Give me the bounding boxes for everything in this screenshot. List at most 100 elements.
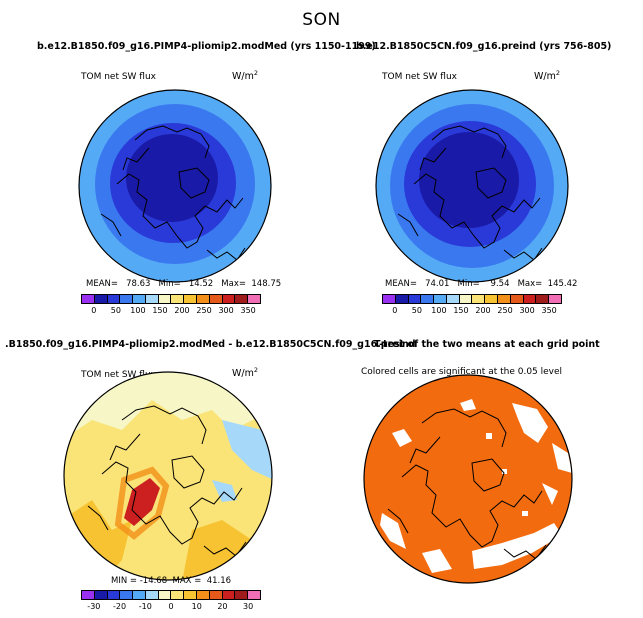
colorbar-swatch bbox=[235, 295, 249, 303]
panel-1-coastlines bbox=[100, 125, 246, 261]
colorbar-swatch bbox=[248, 591, 260, 599]
colorbar-tick-label: 0 bbox=[392, 306, 398, 315]
colorbar-swatch bbox=[408, 295, 422, 303]
colorbar-swatch bbox=[536, 295, 550, 303]
panel-3-stats: MIN = -14.68 MAX = 41.16 bbox=[111, 576, 232, 586]
panel-2-polar-map bbox=[375, 89, 569, 283]
panel-3-red-region bbox=[124, 478, 160, 526]
colorbar-swatch bbox=[133, 295, 146, 303]
colorbar-swatch bbox=[145, 295, 159, 303]
panel-1-colorbar-ticks: 0 50 100 150 200 250 300 350 bbox=[81, 304, 261, 315]
colorbar-tick-label: 50 bbox=[110, 306, 121, 315]
colorbar-tick-label: 20 bbox=[217, 602, 228, 611]
colorbar-tick-label: 250 bbox=[497, 306, 513, 315]
colorbar-swatch bbox=[107, 591, 121, 599]
colorbar-swatch bbox=[235, 591, 249, 599]
colorbar-swatch bbox=[523, 295, 537, 303]
colorbar-tick-label: 150 bbox=[453, 306, 469, 315]
colorbar-tick-label: 30 bbox=[243, 602, 254, 611]
panel-1-polar-map bbox=[78, 89, 272, 283]
panel-1-variable-label: TOM net SW flux bbox=[81, 72, 157, 82]
colorbar-tick-label: 50 bbox=[411, 306, 422, 315]
colorbar-tick-label: -30 bbox=[87, 602, 101, 611]
panel-3-units-label: W/m2 bbox=[232, 366, 258, 380]
panel-4-coastlines bbox=[387, 408, 547, 560]
panel-3-variable-label: TOM net SW flux bbox=[81, 370, 157, 380]
panel-3-title: .B1850.f09_g16.PIMP4-pliomip2.modMed - b… bbox=[5, 339, 416, 350]
colorbar-swatch bbox=[485, 295, 499, 303]
colorbar-swatch bbox=[82, 591, 95, 599]
colorbar-swatch bbox=[94, 591, 108, 599]
colorbar-swatch bbox=[107, 295, 121, 303]
colorbar-swatch bbox=[94, 295, 108, 303]
figure-title: SON bbox=[302, 10, 341, 30]
panel-3-blue-region bbox=[222, 420, 272, 480]
panel-3-orange-region-2 bbox=[182, 520, 272, 580]
colorbar-swatch bbox=[222, 295, 236, 303]
panel-3-colorbar-ticks: -30 -20 -10 0 10 20 30 bbox=[81, 600, 261, 611]
panel-3-colorbar: -30 -20 -10 0 10 20 30 bbox=[81, 590, 261, 611]
panel-2-title: b.e12.B1850C5CN.f09_g16.preind (yrs 756-… bbox=[356, 41, 612, 52]
panel-2-stats: MEAN= 74.01 Min= 9.54 Max= 145.42 bbox=[385, 279, 578, 289]
colorbar-tick-label: 300 bbox=[519, 306, 535, 315]
panel-2-units-label: W/m2 bbox=[534, 69, 560, 83]
colorbar-swatch bbox=[446, 295, 460, 303]
panel-4-polar-map bbox=[363, 374, 573, 584]
colorbar-swatch bbox=[158, 295, 172, 303]
colorbar-swatch bbox=[421, 295, 435, 303]
colorbar-swatch bbox=[197, 591, 210, 599]
panel-1-title: b.e12.B1850.f09_g16.PIMP4-pliomip2.modMe… bbox=[37, 41, 376, 52]
panel-2-variable-label: TOM net SW flux bbox=[382, 72, 458, 82]
colorbar-swatch bbox=[383, 295, 396, 303]
panel-4-nonsignificant-cells bbox=[380, 399, 572, 573]
colorbar-swatch bbox=[82, 295, 95, 303]
panel-3-light-region bbox=[64, 372, 272, 440]
colorbar-swatch bbox=[184, 295, 198, 303]
colorbar-swatch bbox=[184, 591, 198, 599]
colorbar-tick-label: 100 bbox=[431, 306, 447, 315]
colorbar-swatch bbox=[472, 295, 486, 303]
colorbar-swatch bbox=[171, 295, 185, 303]
colorbar-swatch bbox=[120, 591, 134, 599]
colorbar-swatch bbox=[222, 591, 236, 599]
panel-3-coastlines bbox=[87, 405, 247, 557]
colorbar-swatch bbox=[395, 295, 409, 303]
panel-3-polar-map bbox=[63, 371, 273, 581]
colorbar-swatch bbox=[133, 591, 146, 599]
panel-3-orange-halo bbox=[114, 466, 170, 540]
colorbar-tick-label: 250 bbox=[196, 306, 212, 315]
panel-2-coastlines bbox=[397, 125, 543, 261]
panel-3-colorbar-swatches bbox=[81, 590, 261, 600]
panel-3-blue-region-2 bbox=[212, 480, 237, 502]
colorbar-swatch bbox=[459, 295, 473, 303]
colorbar-swatch bbox=[145, 591, 159, 599]
colorbar-tick-label: -20 bbox=[113, 602, 127, 611]
panel-1-colorbar: 0 50 100 150 200 250 300 350 bbox=[81, 294, 261, 315]
panel-2-colorbar-ticks: 0 50 100 150 200 250 300 350 bbox=[382, 304, 562, 315]
panel-1-colorbar-swatches bbox=[81, 294, 261, 304]
panel-4-title: T-test of the two means at each grid poi… bbox=[374, 339, 600, 350]
colorbar-tick-label: 100 bbox=[130, 306, 146, 315]
colorbar-tick-label: 0 bbox=[168, 602, 174, 611]
colorbar-tick-label: 350 bbox=[541, 306, 557, 315]
colorbar-swatch bbox=[209, 295, 223, 303]
colorbar-swatch bbox=[549, 295, 561, 303]
panel-1-units-label: W/m2 bbox=[232, 69, 258, 83]
colorbar-swatch bbox=[158, 591, 172, 599]
colorbar-swatch bbox=[120, 295, 134, 303]
colorbar-swatch bbox=[248, 295, 260, 303]
colorbar-tick-label: -10 bbox=[138, 602, 152, 611]
colorbar-tick-label: 200 bbox=[174, 306, 190, 315]
panel-2-field-core bbox=[419, 132, 519, 228]
colorbar-tick-label: 350 bbox=[240, 306, 256, 315]
panel-1-field-core bbox=[126, 134, 218, 222]
colorbar-swatch bbox=[434, 295, 447, 303]
colorbar-tick-label: 300 bbox=[218, 306, 234, 315]
panel-2-colorbar: 0 50 100 150 200 250 300 350 bbox=[382, 294, 562, 315]
colorbar-swatch bbox=[510, 295, 524, 303]
colorbar-swatch bbox=[197, 295, 210, 303]
colorbar-swatch bbox=[171, 591, 185, 599]
colorbar-tick-label: 200 bbox=[475, 306, 491, 315]
panel-1-stats: MEAN= 78.63 Min= 14.52 Max= 148.75 bbox=[86, 279, 282, 289]
colorbar-tick-label: 150 bbox=[152, 306, 168, 315]
